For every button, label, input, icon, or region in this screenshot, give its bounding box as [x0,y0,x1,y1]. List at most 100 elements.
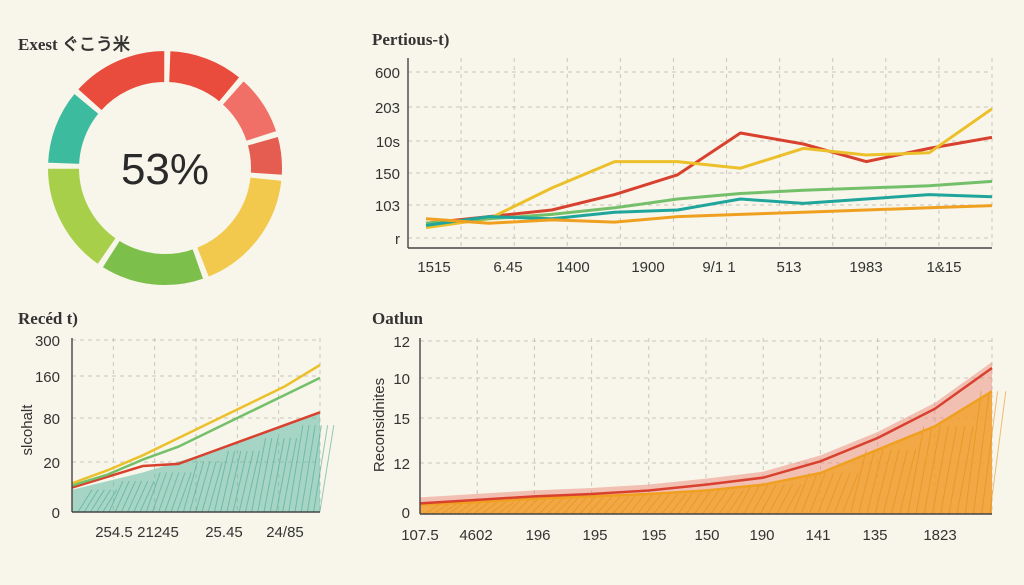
donut-title: Exest ぐこう米 [18,35,130,54]
area-hatch [759,484,777,515]
area-hatch [940,426,958,515]
area-hatch [176,472,192,513]
donut-center-label: 53% [121,145,209,194]
y-tick-label: 160 [35,369,60,386]
area-hatch [282,438,298,513]
x-tick-label: 1983 [849,259,882,276]
area-hatch [77,489,93,513]
area-hatch [628,493,646,515]
area-hatch [645,493,662,515]
series-line-red [71,411,321,489]
area-hatch [522,498,539,515]
donut-slice [46,166,119,267]
x-tick-label: 196 [525,527,550,544]
area-hatch [817,472,835,515]
donut-slice [194,175,284,280]
area-hatch [158,472,174,513]
y-tick-label: 203 [375,100,400,117]
area-hatch [269,438,285,513]
area-hatch [677,490,695,515]
area-hatch [319,425,335,513]
area-hatch [784,484,802,515]
area-hatch [899,449,917,515]
y-tick-label: 103 [375,198,400,215]
area-hatch [882,449,900,515]
area-hatch [226,450,242,513]
y-tick-label: 20 [43,455,60,472]
area-hatch [89,489,105,513]
y-axis-label: Reconsidnites [371,378,388,472]
area-hatch [313,425,329,513]
area-hatch [288,425,304,513]
donut-slice [75,49,167,113]
area-hatch [923,426,941,515]
area-hatch [456,501,474,515]
area-hatch [571,495,588,515]
area-hatch [612,495,629,515]
donut-slice [245,134,284,177]
area-hatch [661,493,679,515]
x-tick-label: 190 [749,527,774,544]
area-hatch [833,472,851,515]
area-hatch [102,489,118,513]
area-hatch [201,461,217,513]
x-tick-label: 25.45 [205,524,243,541]
series-line-orange [425,204,993,225]
area-hatch [636,493,654,515]
x-tick-label: 513 [776,259,801,276]
x-tick-label: 254.5 [95,524,133,541]
series-line-orange-fill [419,390,993,506]
line-chart: 600 203 10s 150 103 r 1515 6.45 1400 1900 9/1 1 513… [375,58,993,276]
y-tick-label: 10s [376,134,400,151]
series-line-green [71,376,321,487]
area-hatch [182,461,198,513]
area-hatch [890,449,908,515]
area-hatch [554,498,572,515]
area-hatch [207,461,223,513]
donut-chart: 53% [46,49,284,287]
area-hatch [587,495,605,515]
area-hatch [151,472,167,513]
donut-slice [100,238,206,287]
area-hatch [195,461,211,513]
area-hatch [849,449,867,515]
area-hatch [792,472,810,515]
x-tick-label: 195 [641,527,666,544]
area-hatch [300,425,316,513]
donut-slice [46,91,102,166]
area-hatch [620,493,638,515]
area-hatch [874,449,892,515]
area-small-chart: 300 160 80 20 0 254.5 21245 25.45 24/85 slcohalt [19,333,335,541]
area-hatch [546,498,564,515]
donut-slice [167,49,242,105]
area-hatch [538,498,556,515]
area-hatch [472,501,490,515]
area-hatch [964,391,982,515]
area-hatch [595,495,613,515]
area-hatch [127,480,143,513]
series-line-teal [425,193,993,227]
area-hatch [306,425,322,513]
area-hatch [989,391,1007,515]
area-hatch [440,504,457,515]
area-hatch [108,480,124,513]
area-hatch [808,472,826,515]
area-hatch [294,425,310,513]
area-hatch [981,391,999,515]
area-large-title: Oatlun [372,309,424,328]
x-tick-label: 6.45 [493,259,522,276]
area-hatch [133,480,149,513]
area-hatch [263,438,279,513]
area-hatch [767,484,785,515]
area-hatch [145,472,161,513]
x-tick-label: 141 [805,527,830,544]
area-hatch [497,501,515,515]
area-hatch [238,450,254,513]
area-hatch [604,495,621,515]
x-tick-label: 150 [694,527,719,544]
area-hatch [718,490,736,515]
area-hatch [751,484,769,515]
area-hatch [189,461,205,513]
area-hatch [257,438,273,513]
